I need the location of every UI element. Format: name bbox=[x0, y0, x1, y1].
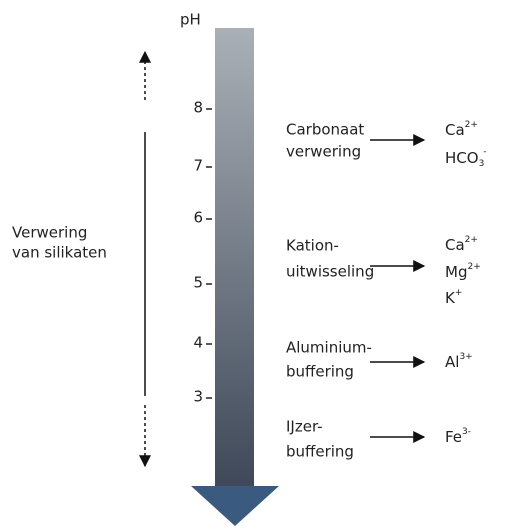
process-label: verwering bbox=[286, 143, 361, 161]
product: Mg2+ bbox=[445, 262, 481, 281]
tick-label: 7 bbox=[193, 157, 203, 175]
tick-label: 4 bbox=[193, 334, 203, 352]
product-sup: 2+ bbox=[467, 262, 480, 272]
product-sup: - bbox=[483, 147, 486, 157]
product-text: Mg bbox=[445, 263, 467, 281]
product-text: Fe bbox=[445, 428, 462, 446]
process-label: uitwisseling bbox=[286, 263, 374, 281]
product: HCO3 - bbox=[445, 147, 487, 169]
product-sup: 3- bbox=[462, 427, 471, 437]
product-text: K bbox=[445, 289, 456, 307]
axis-label: pH bbox=[180, 11, 201, 29]
tick-label: 5 bbox=[193, 274, 203, 292]
tick-label: 8 bbox=[193, 99, 203, 117]
left-label: Verwering bbox=[12, 224, 87, 242]
product: Ca2+ bbox=[445, 120, 478, 139]
process-label: Aluminium- bbox=[286, 339, 372, 357]
tick-label: 3 bbox=[193, 388, 203, 406]
product-sup: 2+ bbox=[465, 120, 478, 130]
left-label: van silikaten bbox=[12, 244, 107, 262]
product-sup: 2+ bbox=[465, 235, 478, 245]
product-sub: 3 bbox=[479, 159, 485, 169]
product-sup: 3+ bbox=[459, 352, 472, 362]
product: Al3+ bbox=[445, 352, 473, 371]
process-label: Carbonaat bbox=[286, 121, 364, 139]
product: Ca2+ bbox=[445, 235, 478, 254]
product-text: Ca bbox=[445, 121, 465, 139]
process-label: buffering bbox=[286, 363, 354, 381]
product-text: HCO bbox=[445, 149, 479, 167]
product-text: Ca bbox=[445, 236, 465, 254]
tick-label: 6 bbox=[193, 209, 203, 227]
process-label: Kation- bbox=[286, 237, 339, 255]
process-label: buffering bbox=[286, 443, 354, 461]
product: K+ bbox=[445, 288, 462, 307]
product-text: Al bbox=[445, 353, 459, 371]
product: Fe3- bbox=[445, 427, 471, 446]
product-sup: + bbox=[455, 288, 463, 298]
process-label: IJzer- bbox=[286, 418, 323, 436]
bar-arrowhead bbox=[191, 486, 279, 526]
ph-bar bbox=[215, 28, 254, 488]
